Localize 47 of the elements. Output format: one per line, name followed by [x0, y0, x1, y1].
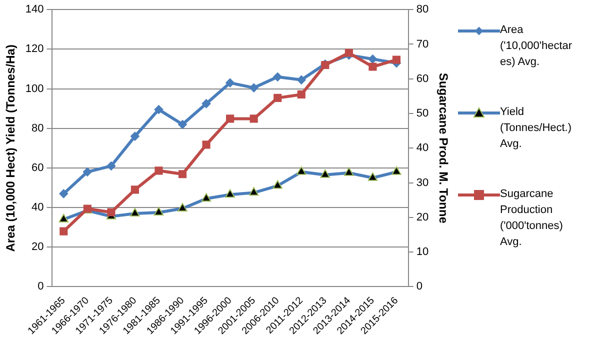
point: [250, 114, 258, 123]
point: [202, 140, 210, 149]
point: [59, 189, 68, 198]
y-tick-label: 60: [32, 162, 44, 174]
point: [60, 227, 68, 236]
y2-tick-label: 60: [416, 72, 429, 85]
y-tick-label: 120: [25, 43, 44, 56]
y-tick-label: 0: [38, 280, 44, 293]
point: [226, 78, 235, 88]
point: [368, 62, 377, 71]
point: [344, 48, 353, 57]
point: [392, 56, 401, 64]
point: [296, 75, 306, 84]
point: [154, 166, 163, 175]
y-axis-title: Area (10,000 Hect) Yield (Tonnes/Ha): [4, 44, 18, 252]
point: [178, 120, 188, 129]
legend-label: Sugarcane Production ('000'tonnes) Avg.: [500, 187, 564, 250]
y2-tick-label: 30: [416, 176, 429, 189]
y-tick-label: 80: [32, 122, 44, 134]
point: [154, 105, 164, 114]
point: [202, 99, 211, 108]
y-tick-label: 140: [25, 4, 44, 16]
y-tick-label: 20: [32, 241, 44, 254]
point: [297, 90, 306, 98]
point: [273, 72, 282, 82]
point: [249, 83, 258, 92]
y-tick-label: 100: [25, 82, 44, 95]
point: [130, 186, 139, 194]
y2-tick-label: 10: [416, 246, 429, 258]
point: [226, 114, 234, 123]
y2-tick-label: 50: [416, 108, 429, 120]
point: [107, 208, 116, 216]
point: [82, 167, 92, 176]
y2-tick-label: 0: [416, 280, 422, 293]
y2-tick-label: 70: [416, 38, 429, 50]
point: [106, 161, 116, 170]
y2-axis-title: Sugarcane Prod. M. Tonne: [436, 72, 450, 224]
legend-label: Area ('10,000'hectares) Avg.: [500, 23, 574, 70]
legend-label: Yield (Tonnes/Hect.) Avg.: [500, 105, 573, 152]
y2-tick-label: 40: [416, 142, 429, 154]
y-tick-label: 40: [32, 202, 44, 214]
point: [368, 54, 378, 64]
point: [178, 170, 187, 178]
y2-tick-label: 20: [416, 211, 429, 224]
point: [274, 94, 282, 102]
y2-tick-label: 80: [416, 4, 429, 16]
point: [130, 132, 140, 141]
